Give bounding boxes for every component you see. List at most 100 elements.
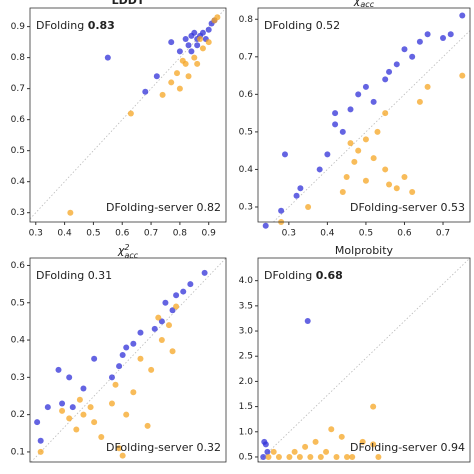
point xyxy=(168,39,175,46)
x-tick-label: 0.3 xyxy=(29,229,43,239)
point xyxy=(130,389,137,396)
point xyxy=(173,292,180,299)
point xyxy=(382,110,389,117)
annotation-label: DFolding-server xyxy=(350,201,437,214)
point xyxy=(137,355,144,362)
point xyxy=(286,453,293,460)
point xyxy=(323,448,330,455)
point xyxy=(304,317,311,324)
annotation-score: 0.82 xyxy=(197,201,222,214)
subplot-title: LDDT xyxy=(112,0,145,7)
point xyxy=(362,136,369,143)
point xyxy=(316,166,323,173)
point xyxy=(440,35,447,42)
y-tick-label: 3.0 xyxy=(239,327,254,337)
y-tick-label: 0.4 xyxy=(239,165,254,175)
y-tick-label: 0.5 xyxy=(11,146,25,156)
point xyxy=(362,83,369,90)
point xyxy=(332,110,339,117)
annotation-label: DFolding xyxy=(264,19,312,32)
point xyxy=(98,434,105,441)
subplot-title: Molprobity xyxy=(335,244,394,257)
axes-frame xyxy=(257,7,471,223)
point xyxy=(262,441,269,448)
point xyxy=(370,403,377,410)
point xyxy=(76,396,83,403)
y-tick-label: 0.9 xyxy=(11,22,26,32)
y-tick-label: 0.5 xyxy=(239,127,253,137)
point xyxy=(119,351,126,358)
point xyxy=(262,222,269,229)
point xyxy=(137,329,144,336)
point xyxy=(112,381,119,388)
title-symbol: χ xyxy=(117,244,125,257)
point xyxy=(347,106,354,113)
point xyxy=(191,54,198,61)
x-tick-label: 0.6 xyxy=(115,229,130,239)
point xyxy=(351,158,358,165)
point xyxy=(416,38,423,45)
point xyxy=(153,73,160,80)
point xyxy=(260,453,267,460)
point xyxy=(355,147,362,154)
axes-frame xyxy=(257,257,471,463)
point xyxy=(343,173,350,180)
point xyxy=(116,445,123,452)
annotation-label: DFolding xyxy=(36,269,84,282)
annotation: DFolding-server 0.32 xyxy=(106,441,221,454)
point xyxy=(338,433,345,440)
annotation-score: 0.94 xyxy=(441,441,466,454)
point xyxy=(201,269,208,276)
point xyxy=(158,318,165,325)
point xyxy=(197,36,204,43)
x-tick-label: 0.3 xyxy=(282,229,296,239)
annotation: DFolding 0.68 xyxy=(264,269,343,282)
point xyxy=(333,453,340,460)
point xyxy=(205,39,212,46)
point xyxy=(382,76,389,83)
y-tick-label: 0.5 xyxy=(239,452,253,462)
point xyxy=(165,322,172,329)
y-tick-label: 0.5 xyxy=(11,298,25,308)
point xyxy=(174,70,180,77)
point xyxy=(370,98,377,105)
point xyxy=(416,98,423,105)
point xyxy=(332,121,339,128)
y-tick-label: 0.4 xyxy=(11,336,26,346)
point xyxy=(281,151,288,158)
subplot-title: χacc xyxy=(353,0,375,9)
point xyxy=(401,173,408,180)
y-tick-label: 0.2 xyxy=(11,410,25,420)
point xyxy=(382,166,389,173)
point xyxy=(80,385,87,392)
point xyxy=(459,72,466,79)
point xyxy=(359,438,366,445)
point xyxy=(34,419,41,426)
title-sub: acc xyxy=(360,0,374,9)
point xyxy=(347,140,354,147)
point xyxy=(370,441,377,448)
point xyxy=(386,68,393,75)
point xyxy=(169,348,176,355)
annotation-label: DFolding xyxy=(264,269,312,282)
y-tick-label: 0.6 xyxy=(11,115,26,125)
point xyxy=(87,404,94,411)
y-tick-label: 2.0 xyxy=(239,377,254,387)
annotation-score: 0.83 xyxy=(88,19,115,32)
point xyxy=(386,181,393,188)
point xyxy=(328,426,335,433)
point xyxy=(339,188,346,195)
point xyxy=(424,31,431,38)
annotation: DFolding 0.31 xyxy=(36,269,112,282)
point xyxy=(270,448,277,455)
point xyxy=(69,404,76,411)
point xyxy=(324,151,331,158)
diagonal xyxy=(30,257,227,463)
point xyxy=(291,448,298,455)
point xyxy=(148,366,155,373)
point xyxy=(104,54,111,61)
point xyxy=(179,57,186,64)
annotation-label: DFolding xyxy=(36,19,84,32)
point xyxy=(401,46,408,53)
y-tick-label: 0.1 xyxy=(11,447,25,457)
